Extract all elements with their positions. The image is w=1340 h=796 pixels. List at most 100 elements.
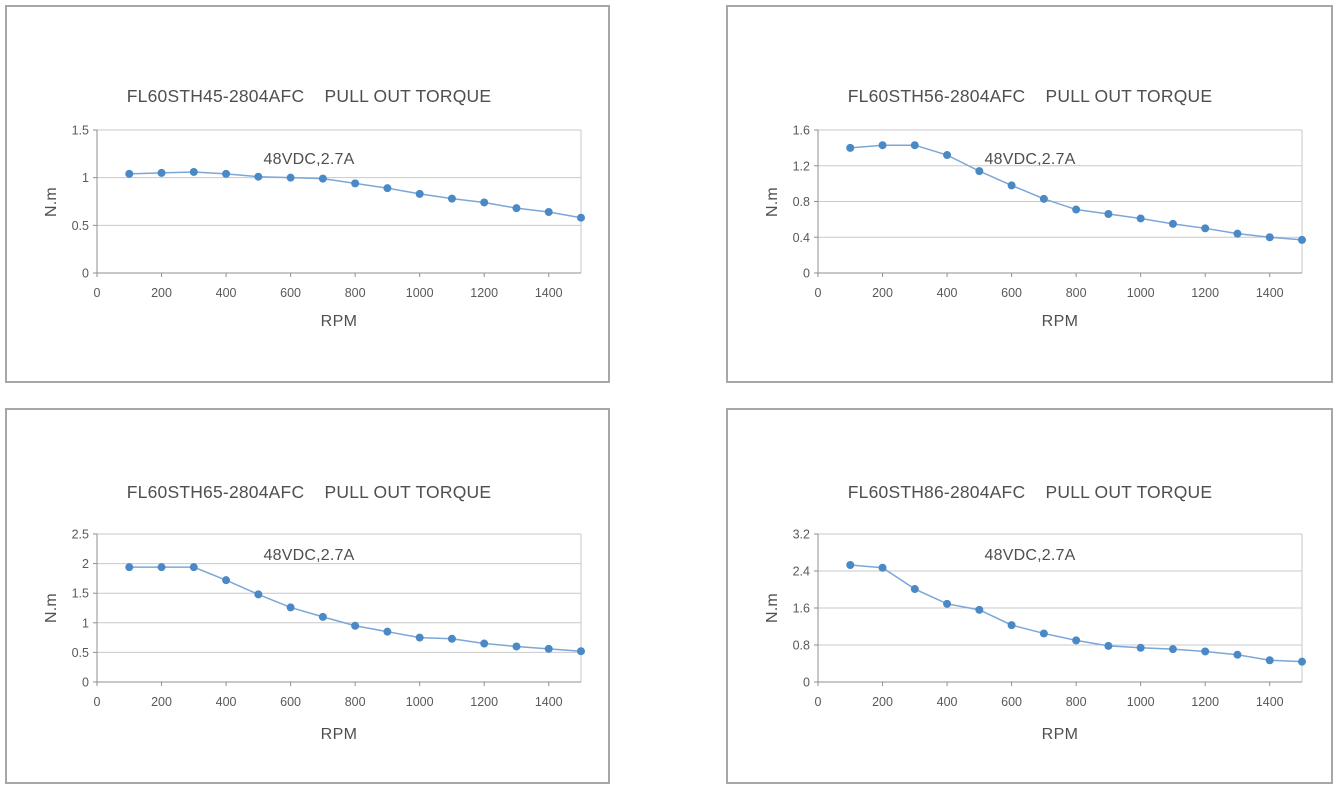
x-tick-label: 200	[872, 695, 893, 709]
x-tick-label: 200	[872, 286, 893, 300]
x-tick-label: 1200	[470, 286, 498, 300]
data-point	[383, 627, 392, 636]
y-tick-label: 0	[82, 267, 89, 281]
data-point	[415, 189, 424, 198]
data-point	[1104, 210, 1113, 219]
x-tick-label: 400	[937, 286, 958, 300]
series-line	[129, 566, 582, 652]
data-point	[1007, 181, 1016, 190]
y-tick-label: 0.5	[72, 646, 89, 660]
data-point	[910, 585, 919, 594]
data-point	[1104, 641, 1113, 650]
data-point	[157, 168, 166, 177]
data-point	[383, 184, 392, 193]
data-point	[222, 169, 231, 178]
data-point	[318, 174, 327, 183]
x-tick-label: 1000	[406, 286, 434, 300]
y-tick-label: 2.4	[793, 565, 810, 579]
data-point	[1201, 224, 1210, 233]
data-point	[254, 172, 263, 181]
chart-panel-fl60sth56: FL60STH56-2804AFC PULL OUT TORQUE 48VDC,…	[726, 5, 1333, 383]
data-point	[480, 198, 489, 207]
data-point	[512, 204, 521, 213]
x-tick-label: 1200	[1191, 286, 1219, 300]
x-tick-label: 400	[216, 695, 237, 709]
data-point	[1298, 235, 1306, 244]
y-tick-label: 0.8	[793, 639, 810, 653]
data-point	[318, 612, 327, 621]
data-point	[480, 639, 489, 648]
chart-title: FL60STH45-2804AFC PULL OUT TORQUE	[126, 86, 492, 106]
x-tick-label: 1400	[1256, 286, 1284, 300]
x-tick-label: 600	[280, 286, 301, 300]
data-point	[512, 642, 521, 651]
chart-panel-fl60sth86: FL60STH86-2804AFC PULL OUT TORQUE 48VDC,…	[726, 408, 1333, 784]
x-axis-title: RPM	[1041, 726, 1079, 743]
data-point	[189, 167, 198, 176]
chart-title: FL60STH86-2804AFC PULL OUT TORQUE	[847, 482, 1213, 502]
data-point	[878, 141, 887, 150]
data-point	[189, 563, 198, 572]
y-tick-label: 0	[803, 267, 810, 281]
data-point	[1168, 219, 1177, 228]
y-tick-label: 1.2	[793, 159, 810, 173]
chart-title-block: FL60STH86-2804AFC PULL OUT TORQUE 48VDC,…	[786, 443, 1274, 605]
chart-title-block: FL60STH65-2804AFC PULL OUT TORQUE 48VDC,…	[65, 443, 553, 605]
x-tick-label: 0	[815, 695, 822, 709]
series-line	[850, 144, 1303, 241]
data-point	[254, 590, 263, 599]
x-tick-label: 0	[94, 695, 101, 709]
series-line	[850, 564, 1303, 663]
data-point	[1298, 657, 1306, 666]
y-tick-label: 1.5	[72, 587, 89, 601]
x-tick-label: 1200	[1191, 695, 1219, 709]
data-point	[1201, 647, 1210, 656]
chart-subtitle: 48VDC,2.7A	[263, 151, 355, 168]
chart-subtitle: 48VDC,2.7A	[984, 547, 1076, 564]
data-point	[975, 167, 984, 176]
x-tick-label: 0	[94, 286, 101, 300]
data-point	[125, 563, 134, 572]
x-tick-label: 600	[1001, 286, 1022, 300]
data-point	[846, 143, 855, 152]
y-tick-label: 0.4	[793, 231, 810, 245]
x-axis-title: RPM	[320, 726, 358, 743]
data-point	[1039, 629, 1048, 638]
data-point	[125, 169, 134, 178]
data-point	[351, 621, 360, 630]
x-tick-label: 400	[216, 286, 237, 300]
data-point	[415, 633, 424, 642]
data-point	[351, 179, 360, 188]
data-point	[577, 213, 585, 222]
data-point	[544, 207, 553, 216]
data-point	[1136, 643, 1145, 652]
y-tick-label: 1.6	[793, 124, 810, 138]
data-point	[447, 194, 456, 203]
data-point	[943, 151, 952, 160]
data-point	[1168, 645, 1177, 654]
data-point	[222, 576, 231, 585]
data-point	[1072, 205, 1081, 214]
chart-title-block: FL60STH45-2804AFC PULL OUT TORQUE 48VDC,…	[65, 47, 553, 209]
x-tick-label: 1000	[406, 695, 434, 709]
x-tick-label: 600	[280, 695, 301, 709]
data-point	[157, 563, 166, 572]
x-tick-label: 800	[1066, 695, 1087, 709]
data-point	[544, 644, 553, 653]
torque-curve-plot: 0 0.8 1.6 2.4 3.2 0 200 400 600 800 1000 1200 1400	[793, 528, 1306, 709]
chart-subtitle: 48VDC,2.7A	[263, 547, 355, 564]
x-axis-title: RPM	[1041, 313, 1079, 330]
data-point	[943, 599, 952, 608]
x-tick-label: 200	[151, 286, 172, 300]
data-point	[1007, 621, 1016, 630]
chart-subtitle: 48VDC,2.7A	[984, 151, 1076, 168]
y-tick-label: 2.5	[72, 528, 89, 542]
chart-title: FL60STH65-2804AFC PULL OUT TORQUE	[126, 482, 492, 502]
data-point	[577, 647, 585, 656]
chart-title-block: FL60STH56-2804AFC PULL OUT TORQUE 48VDC,…	[786, 47, 1274, 209]
y-tick-label: 1	[82, 616, 89, 630]
data-point	[975, 605, 984, 614]
data-point	[1233, 229, 1242, 238]
x-tick-label: 1200	[470, 695, 498, 709]
x-tick-label: 800	[345, 286, 366, 300]
